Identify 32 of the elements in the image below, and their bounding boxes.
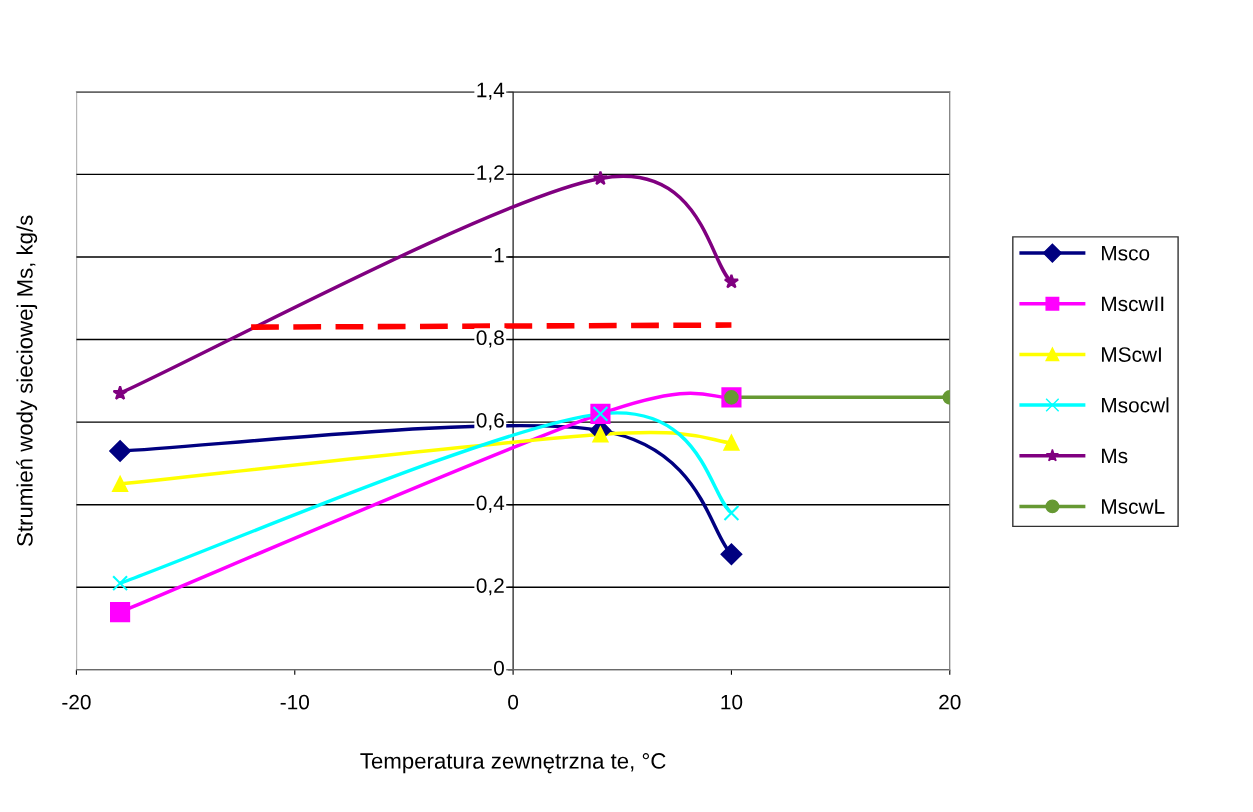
y-tick-label: 0,4: [476, 495, 505, 513]
y-tick-label: 1: [494, 247, 504, 263]
point: [110, 602, 131, 623]
x-axis-title: Temperatura zewnętrzna te, °C: [360, 753, 666, 774]
y-tick-label: 0: [494, 660, 504, 676]
legend-label: Msco: [1102, 246, 1150, 261]
legend-label: MscwII: [1102, 296, 1164, 312]
point: [109, 440, 131, 462]
x-tick-label: -10: [280, 694, 310, 710]
point: [723, 504, 740, 521]
point: [112, 476, 129, 493]
legend-label: MScwI: [1102, 347, 1161, 362]
y-tick-label: 0,6: [476, 412, 504, 431]
point: [112, 575, 129, 592]
point: [723, 273, 740, 289]
x-tick-label: 20: [939, 694, 961, 710]
point: [112, 385, 128, 400]
legend-label: Ms: [1102, 448, 1128, 464]
point: [592, 426, 609, 443]
y-axis-title: Strumień wody sieciowej Ms, kg/s: [16, 215, 38, 546]
point: [720, 543, 743, 566]
legend-label: MscwL: [1102, 499, 1165, 514]
y-tick-label: 0,2: [476, 578, 504, 596]
y-tick-label: 1,4: [477, 82, 505, 100]
x-tick-label: -20: [62, 694, 91, 710]
x-tick-label: 10: [721, 694, 743, 710]
legend-label: Msocwl: [1102, 397, 1169, 413]
point: [723, 434, 740, 451]
x-tick-label: 0: [508, 694, 519, 710]
point: [592, 170, 609, 186]
y-tick-label: 1,2: [477, 165, 504, 183]
y-tick-label: 0,8: [476, 330, 504, 348]
